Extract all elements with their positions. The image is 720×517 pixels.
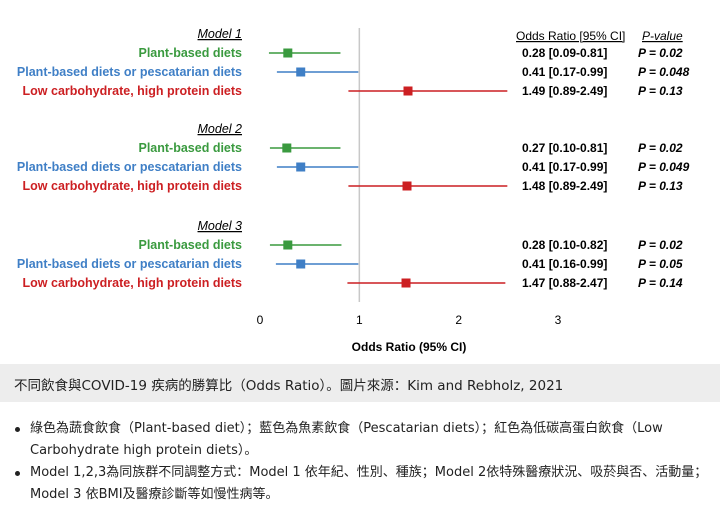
or-marker [296,67,306,77]
p-value: P = 0.13 [638,84,683,98]
or-marker [296,162,306,172]
row-label: Plant-based diets [139,238,243,252]
or-value: 0.28 [0.10-0.82] [522,238,607,252]
note-colors: 綠色為蔬食飲食（Plant-based diet）；藍色為魚素飲食（Pescat… [14,418,714,462]
row-label: Low carbohydrate, high protein diets [23,179,243,193]
or-value: 0.41 [0.17-0.99] [522,65,607,79]
x-tick-label: 1 [356,313,363,327]
row-label: Low carbohydrate, high protein diets [23,276,243,290]
or-marker [401,278,411,288]
row-label: Plant-based diets or pescatarian diets [17,160,242,174]
p-value: P = 0.13 [638,179,683,193]
figure-caption: 不同飲食與COVID-19 疾病的勝算比（Odds Ratio）。圖片來源：Ki… [0,364,720,402]
or-value: 0.27 [0.10-0.81] [522,141,607,155]
or-value: 0.41 [0.17-0.99] [522,160,607,174]
or-value: 0.28 [0.09-0.81] [522,46,607,60]
or-marker [402,181,412,191]
p-value: P = 0.02 [638,46,683,60]
or-value: 1.49 [0.89-2.49] [522,84,607,98]
p-value: P = 0.049 [638,160,690,174]
or-marker [403,86,413,96]
p-value: P = 0.05 [638,257,683,271]
model-title: Model 3 [198,219,243,233]
x-axis-label: Odds Ratio (95% CI) [352,340,467,354]
or-value: 0.41 [0.16-0.99] [522,257,607,271]
row-label: Low carbohydrate, high protein diets [23,84,243,98]
notes-list: 綠色為蔬食飲食（Plant-based diet）；藍色為魚素飲食（Pescat… [14,418,714,506]
or-value: 1.48 [0.89-2.49] [522,179,607,193]
header-p-value: P-value [642,29,683,43]
row-label: Plant-based diets or pescatarian diets [17,65,242,79]
or-marker [283,240,293,250]
or-marker [296,259,306,269]
p-value: P = 0.02 [638,238,683,252]
model-title: Model 1 [198,27,242,41]
p-value: P = 0.14 [638,276,683,290]
forest-plot: Odds Ratio [95% CI] P-value Model 1 Plant-b… [17,27,690,354]
note-models: Model 1,2,3為同族群不同調整方式：Model 1 依年紀、性別、種族；… [14,462,714,506]
x-tick-label: 2 [455,313,462,327]
row-label: Plant-based diets [139,141,243,155]
or-marker [282,143,292,153]
x-tick-label: 0 [257,313,264,327]
row-label: Plant-based diets or pescatarian diets [17,257,242,271]
row-label: Plant-based diets [139,46,243,60]
model-title: Model 2 [198,122,243,136]
or-value: 1.47 [0.88-2.47] [522,276,607,290]
p-value: P = 0.048 [638,65,690,79]
x-tick-label: 3 [555,313,562,327]
header-odds-ratio: Odds Ratio [95% CI] [516,29,625,43]
p-value: P = 0.02 [638,141,683,155]
or-marker [283,48,293,58]
